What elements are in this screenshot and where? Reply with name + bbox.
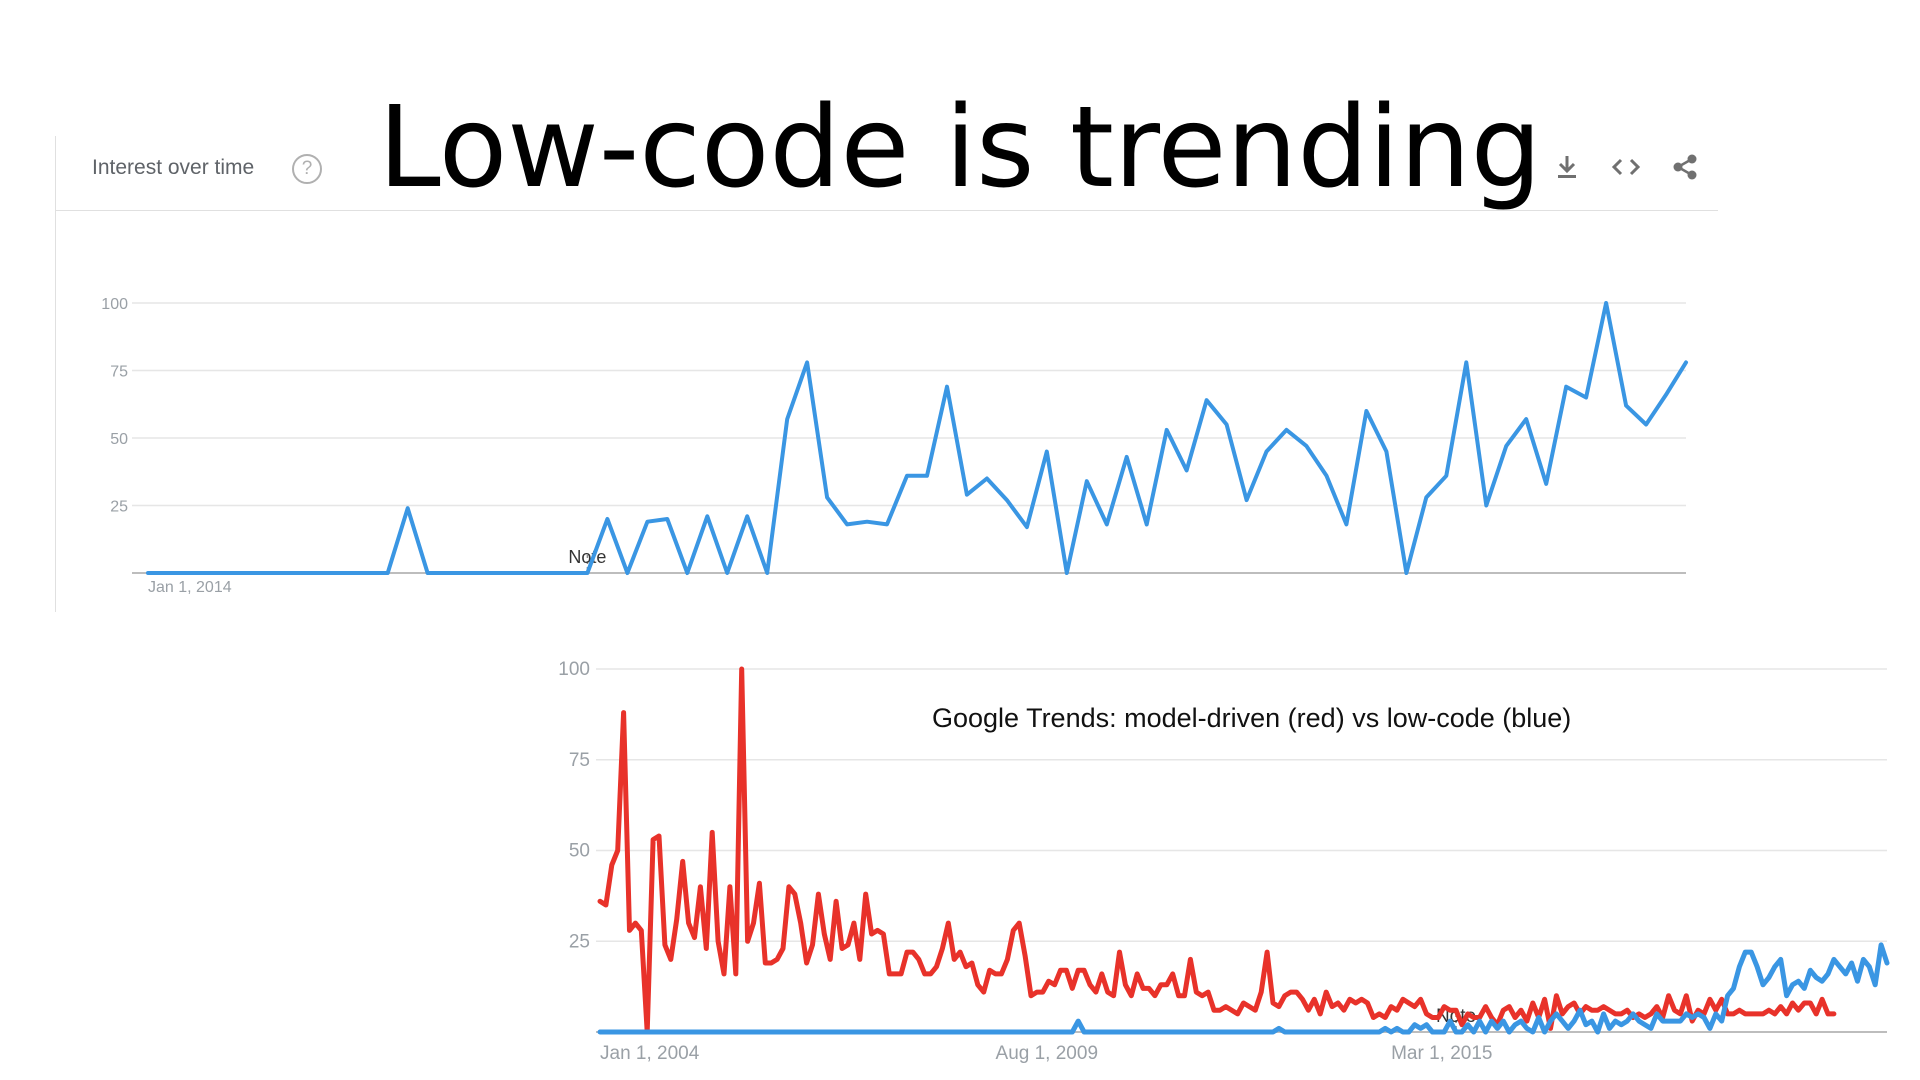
y-tick-label: 25 [110,499,128,516]
series-line-interest [146,301,1688,575]
panel-heading: Interest over time [92,156,255,179]
x-tick-label: Jan 1, 2014 [148,579,232,596]
y-tick-label: 75 [569,750,590,771]
series-line-low-code [597,942,1890,1035]
y-tick-label: 50 [569,841,590,862]
slide-title: Low-code is trending [378,83,1542,213]
chart-title: Google Trends: model-driven (red) vs low… [932,703,1571,733]
x-tick-label: Jan 1, 2004 [600,1043,700,1064]
y-tick-label: 50 [110,431,128,448]
y-tick-label: 100 [558,659,590,680]
embed-icon[interactable] [1609,150,1643,184]
series-line-model-driven [597,666,1837,1035]
share-icon[interactable] [1668,150,1702,184]
interest-over-time-panel: Interest over time ? [55,136,1718,612]
y-tick-label: 75 [110,364,128,381]
y-tick-label: 100 [101,296,128,313]
x-tick-label: Mar 1, 2015 [1391,1043,1492,1064]
y-tick-label: 25 [569,931,590,952]
download-icon[interactable] [1550,150,1584,184]
x-tick-label: Aug 1, 2009 [996,1043,1098,1064]
help-icon[interactable]: ? [292,154,322,184]
panel-header: Interest over time ? [56,136,1718,211]
